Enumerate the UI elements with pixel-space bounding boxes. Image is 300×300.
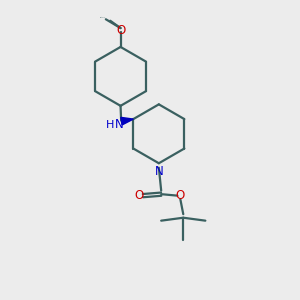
Polygon shape: [121, 117, 133, 125]
Text: methoxy: methoxy: [100, 17, 106, 18]
Text: methoxy_hidden: methoxy_hidden: [103, 17, 115, 19]
Text: N: N: [154, 165, 163, 178]
Text: O: O: [134, 189, 143, 203]
Text: H: H: [106, 120, 114, 130]
Text: O: O: [176, 189, 185, 202]
Text: O: O: [116, 24, 125, 37]
Text: N: N: [115, 118, 124, 130]
